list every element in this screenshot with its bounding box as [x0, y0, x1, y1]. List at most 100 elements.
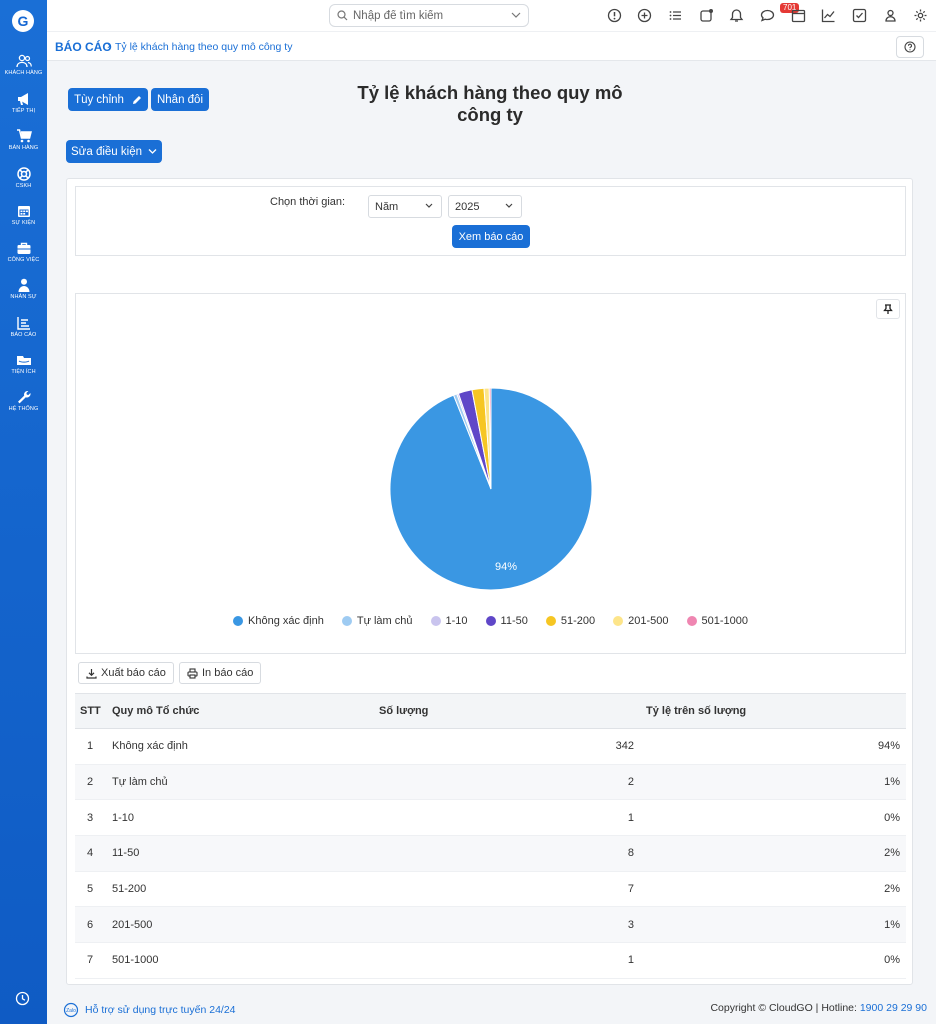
legend-item[interactable]: 501-1000: [686, 615, 749, 627]
sidebar-item-label: Báo cáo: [10, 332, 37, 338]
sidebar-item-label: Nhân sự: [10, 294, 37, 300]
legend-label: 501-1000: [701, 615, 749, 627]
legend-item[interactable]: 11-50: [485, 615, 528, 627]
table-row: 3 1-10 1 0%: [75, 800, 906, 837]
year-select[interactable]: 2025: [448, 195, 522, 218]
header-ratio: Tỷ lệ trên số lượng: [646, 705, 747, 717]
calendar-top-icon[interactable]: [791, 8, 806, 23]
sidebar-item-sales[interactable]: Bán hàng: [0, 129, 47, 151]
table-body: 1 Không xác định 342 94% 2 Tự làm chủ 2 1% 3 1-10…: [75, 729, 906, 979]
edit-conditions-button[interactable]: Sửa điều kiện: [66, 140, 162, 163]
support-text: Hỗ trợ sử dụng trực tuyến 24/24: [85, 1004, 236, 1016]
settings-gear-icon[interactable]: [913, 8, 928, 23]
footer-copyright: Copyright © CloudGO | Hotline: 1900 29 2…: [710, 1002, 927, 1014]
report-title-line1: Tỷ lệ khách hàng theo quy mô: [357, 82, 623, 103]
legend-label: 11-50: [500, 615, 528, 627]
hotline-number[interactable]: 1900 29 29 90: [859, 1002, 927, 1014]
report-icon: [16, 317, 30, 330]
header-stt: STT: [80, 705, 101, 717]
legend-dot: [613, 616, 624, 626]
duplicate-button[interactable]: Nhân đôi: [151, 88, 209, 111]
legend-label: Tự làm chủ: [356, 615, 413, 627]
sidebar-item-reports[interactable]: Báo cáo: [0, 316, 47, 338]
sidebar-item-events[interactable]: Sự kiện: [0, 204, 47, 226]
sidebar-item-customers[interactable]: Khách hàng: [0, 54, 47, 76]
report-title-line2: công ty: [457, 104, 523, 125]
notification-badge: 701: [780, 3, 800, 13]
sidebar-item-cskh[interactable]: CSKH: [0, 167, 47, 189]
cell-stt: 4: [87, 847, 94, 860]
pie-slice-6[interactable]: [488, 387, 492, 490]
chat-icon[interactable]: [760, 8, 775, 23]
chart-legend: Không xác định Tự làm chủ 1-10 11-50 51-200 2…: [76, 615, 905, 627]
sidebar-item-system[interactable]: Hệ thống: [0, 390, 47, 412]
help-button[interactable]: [896, 36, 924, 58]
printer-icon: [187, 667, 198, 679]
cell-company-size: 51-200: [112, 883, 147, 896]
view-report-button[interactable]: Xem báo cáo: [452, 225, 530, 248]
legend-item[interactable]: 201-500: [613, 615, 669, 627]
sidebar-item-utilities[interactable]: Tiện ích: [0, 353, 47, 375]
pin-icon: [883, 303, 893, 314]
cell-stt: 7: [87, 954, 94, 967]
breadcrumb-root[interactable]: BÁO CÁO: [55, 40, 112, 54]
alert-circle-icon[interactable]: [607, 8, 622, 23]
period-value: Năm: [375, 201, 399, 213]
print-report-button[interactable]: In báo cáo: [179, 662, 262, 684]
support-logo-icon: Zalo: [63, 1002, 79, 1018]
header-company-size: Quy mô Tổ chức: [112, 705, 200, 717]
support-link[interactable]: Zalo Hỗ trợ sử dụng trực tuyến 24/24: [63, 1002, 236, 1018]
sidebar-item-label: Bán hàng: [8, 145, 39, 151]
app-logo[interactable]: G: [12, 10, 34, 32]
period-select[interactable]: Năm: [368, 195, 442, 218]
cart-icon: [16, 129, 32, 143]
export-report-button[interactable]: Xuất báo cáo: [78, 662, 174, 684]
legend-dot: [341, 616, 352, 626]
cell-ratio: 1%: [884, 776, 900, 789]
global-search[interactable]: [329, 4, 529, 27]
sidebar-item-label: Khách hàng: [4, 70, 43, 76]
cell-ratio: 0%: [884, 954, 900, 967]
sidebar-item-marketing[interactable]: Tiếp thị: [0, 92, 47, 114]
top-bar: 701: [47, 0, 936, 31]
sidebar-item-hr[interactable]: Nhân sự: [0, 278, 47, 300]
breadcrumb-separator: ›: [107, 40, 111, 52]
chart-line-icon[interactable]: [821, 8, 836, 23]
customize-button[interactable]: Tùy chỉnh: [68, 88, 148, 111]
clock-icon[interactable]: [15, 991, 30, 1006]
refresh-icon[interactable]: [699, 8, 714, 23]
customize-label: Tùy chỉnh: [74, 93, 124, 106]
bell-icon[interactable]: [729, 8, 744, 23]
pin-button[interactable]: [876, 299, 900, 319]
edit-conditions-label: Sửa điều kiện: [71, 145, 142, 158]
year-value: 2025: [455, 201, 480, 213]
cell-count: 342: [615, 740, 634, 753]
customers-icon: [15, 54, 32, 68]
chevron-down-icon[interactable]: [511, 11, 521, 19]
sidebar-item-label: Tiện ích: [11, 369, 36, 375]
chevron-down-icon: [505, 203, 513, 208]
legend-item[interactable]: Không xác định: [233, 615, 324, 627]
user-icon[interactable]: [883, 8, 898, 23]
legend-label: 201-500: [628, 615, 669, 627]
pie-chart: 94%: [389, 387, 593, 591]
cell-company-size: 11-50: [112, 847, 140, 860]
checkbox-icon[interactable]: [852, 8, 867, 23]
briefcase-icon: [17, 242, 30, 254]
cell-company-size: Không xác định: [112, 740, 188, 753]
utilities-icon: [16, 356, 31, 365]
list-icon[interactable]: [668, 8, 683, 23]
add-circle-icon[interactable]: [637, 8, 652, 23]
legend-item[interactable]: Tự làm chủ: [341, 615, 413, 627]
cell-stt: 2: [87, 776, 94, 789]
wrench-icon: [17, 391, 31, 404]
sidebar-item-tasks[interactable]: Công việc: [0, 241, 47, 263]
legend-item[interactable]: 1-10: [430, 615, 468, 627]
cell-count: 2: [627, 776, 634, 789]
cell-ratio: 1%: [884, 918, 900, 931]
search-input[interactable]: [353, 8, 503, 23]
breadcrumb-current: Tỷ lệ khách hàng theo quy mô công ty: [115, 41, 293, 53]
cell-ratio: 94%: [877, 740, 900, 753]
legend-dot: [233, 616, 243, 626]
legend-item[interactable]: 51-200: [545, 615, 595, 627]
